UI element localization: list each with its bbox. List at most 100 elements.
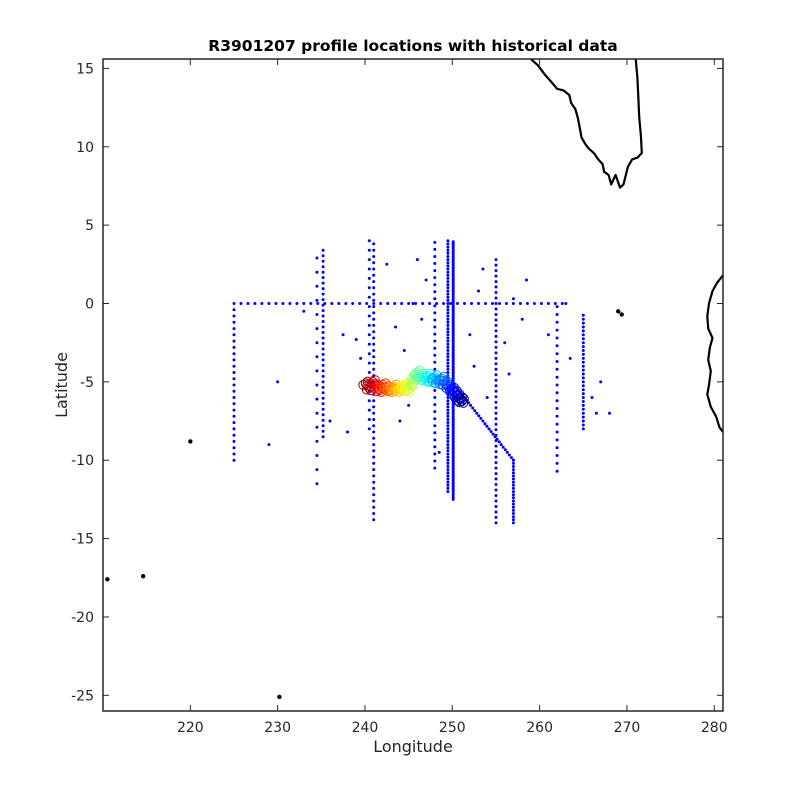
- historical-point: [321, 424, 325, 428]
- historical-point: [446, 455, 450, 459]
- historical-point: [407, 403, 411, 407]
- historical-point: [546, 302, 550, 305]
- historical-point: [372, 355, 376, 359]
- historical-point: [315, 468, 319, 472]
- historical-point: [372, 336, 376, 340]
- historical-point: [372, 248, 376, 252]
- historical-point: [433, 304, 437, 308]
- historical-point: [321, 314, 325, 318]
- historical-point: [511, 297, 515, 301]
- historical-point: [494, 472, 498, 476]
- historical-point: [367, 333, 371, 337]
- historical-point: [555, 367, 559, 371]
- historical-point: [372, 411, 376, 415]
- historical-point: [511, 461, 515, 465]
- historical-point: [509, 456, 513, 460]
- historical-point: [372, 292, 376, 296]
- historical-point: [321, 374, 325, 378]
- historical-point: [446, 399, 450, 403]
- historical-point: [367, 371, 371, 374]
- historical-point: [315, 284, 319, 288]
- historical-point: [446, 286, 450, 290]
- x-tick-label: 270: [614, 720, 641, 736]
- historical-point: [494, 389, 498, 393]
- historical-point: [553, 302, 557, 305]
- historical-point: [581, 376, 585, 380]
- historical-point: [367, 258, 371, 262]
- historical-point: [385, 262, 389, 266]
- historical-point: [494, 318, 498, 322]
- historical-point: [494, 307, 498, 311]
- historical-point: [555, 336, 559, 340]
- historical-point: [372, 305, 376, 309]
- historical-point: [446, 317, 450, 321]
- historical-point: [358, 302, 362, 305]
- historical-point: [315, 383, 319, 387]
- historical-point: [232, 402, 236, 406]
- historical-point: [511, 468, 515, 472]
- historical-point: [321, 369, 325, 373]
- historical-point: [507, 453, 511, 457]
- historical-point: [232, 383, 236, 387]
- historical-point: [504, 302, 508, 305]
- historical-point: [494, 334, 498, 338]
- historical-point: [494, 400, 498, 404]
- historical-point: [555, 430, 559, 434]
- historical-point: [372, 512, 376, 515]
- historical-point: [315, 341, 319, 345]
- historical-point: [372, 486, 376, 490]
- historical-point: [555, 375, 559, 379]
- historical-point: [372, 317, 376, 321]
- historical-point: [581, 364, 585, 368]
- historical-point: [446, 327, 450, 331]
- chart-title: R3901207 profile locations with historic…: [208, 37, 617, 55]
- historical-point: [555, 461, 559, 465]
- historical-point: [232, 364, 236, 368]
- x-tick-label: 250: [439, 720, 466, 736]
- historical-point: [367, 286, 371, 290]
- historical-point: [433, 240, 437, 244]
- historical-point: [446, 352, 450, 356]
- historical-point: [446, 402, 450, 406]
- historical-point: [372, 261, 376, 265]
- profile-marker: [457, 392, 468, 403]
- historical-point: [494, 494, 498, 497]
- historical-point: [372, 499, 376, 503]
- historical-point: [367, 408, 371, 412]
- historical-point: [428, 302, 432, 305]
- historical-point: [367, 418, 371, 421]
- historical-point: [321, 298, 325, 302]
- y-axis: -25 -20 -15 -10 -5 0 5 10 15: [71, 61, 723, 704]
- historical-point: [446, 433, 450, 437]
- historical-point: [367, 352, 371, 356]
- historical-point: [433, 360, 437, 364]
- historical-point: [433, 389, 437, 392]
- historical-point: [532, 302, 536, 305]
- historical-point: [446, 336, 450, 340]
- historical-point: [315, 355, 319, 359]
- historical-point: [372, 455, 376, 459]
- historical-point: [372, 480, 376, 484]
- historical-point: [446, 349, 450, 352]
- historical-point: [402, 349, 406, 352]
- historical-point: [494, 483, 498, 486]
- historical-point: [372, 311, 376, 315]
- historical-point: [599, 380, 603, 384]
- historical-point: [367, 314, 371, 318]
- historical-point: [321, 352, 325, 356]
- historical-point: [581, 317, 585, 321]
- y-tick-label: 5: [85, 218, 94, 234]
- historical-point: [232, 371, 236, 374]
- historical-point: [507, 372, 511, 376]
- historical-point: [232, 377, 236, 381]
- profile-marker: [412, 367, 423, 378]
- historical-point: [321, 342, 325, 345]
- historical-point: [446, 308, 450, 312]
- historical-point: [321, 259, 325, 263]
- historical-point: [446, 314, 450, 318]
- historical-point: [321, 270, 325, 274]
- historical-point: [581, 325, 585, 329]
- profile-track-layer: [358, 365, 469, 408]
- historical-point: [446, 364, 450, 368]
- historical-point: [494, 345, 498, 349]
